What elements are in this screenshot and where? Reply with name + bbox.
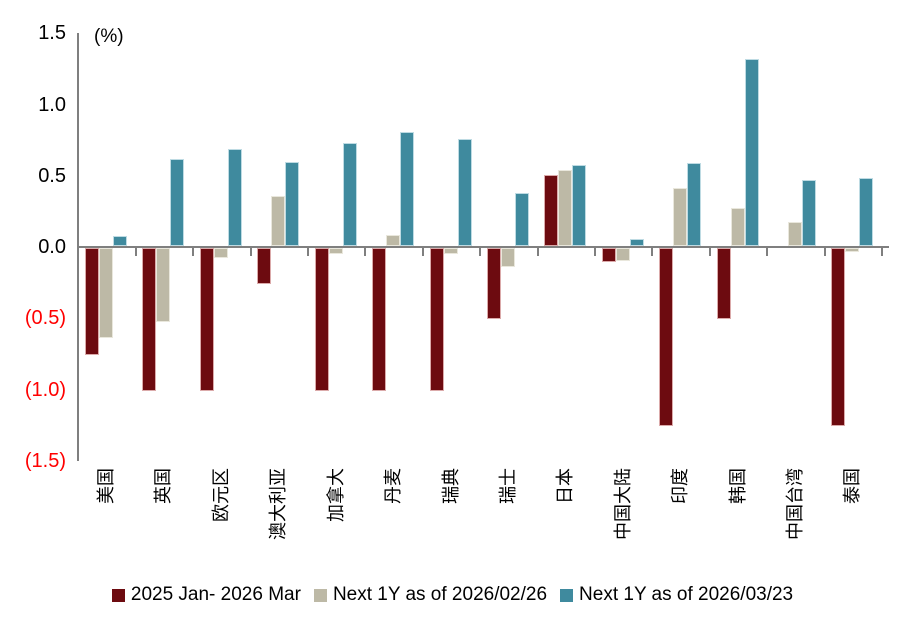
- bar: [400, 132, 414, 246]
- bar: [430, 248, 444, 391]
- x-axis-label: 加拿大: [326, 468, 346, 522]
- y-axis-label: 0.0: [38, 236, 66, 258]
- x-axis-tick: [881, 248, 883, 256]
- bar: [788, 222, 802, 246]
- bar: [85, 248, 99, 355]
- legend-item: 2025 Jan- 2026 Mar: [111, 584, 301, 606]
- bar: [487, 248, 501, 319]
- bar: [616, 248, 630, 261]
- legend-swatch: [560, 588, 574, 602]
- x-axis-label: 美国: [96, 468, 116, 504]
- x-axis-tick: [479, 248, 481, 256]
- bar: [544, 175, 558, 246]
- bar: [558, 170, 572, 246]
- bar: [214, 248, 228, 258]
- bar: [673, 188, 687, 246]
- bar: [142, 248, 156, 391]
- x-axis-tick: [135, 248, 137, 256]
- bar: [659, 248, 673, 426]
- x-axis-tick: [594, 248, 596, 256]
- y-axis-label: 1.5: [38, 22, 66, 44]
- x-axis-label: 泰国: [842, 468, 862, 504]
- legend-item: Next 1Y as of 2026/03/23: [560, 584, 793, 606]
- x-axis-label: 印度: [670, 468, 690, 504]
- bar: [386, 235, 400, 246]
- bar: [329, 248, 343, 254]
- bar: [444, 248, 458, 254]
- x-axis-label: 中国大陆: [613, 468, 633, 540]
- y-axis-label: (0.5): [24, 307, 66, 329]
- bar: [315, 248, 329, 391]
- bar: [99, 248, 113, 338]
- x-axis-label: 瑞士: [498, 468, 518, 504]
- bar: [859, 178, 873, 246]
- bar: [343, 143, 357, 246]
- x-axis-tick: [364, 248, 366, 256]
- bar: [200, 248, 214, 391]
- bar: [515, 193, 529, 246]
- x-axis-label: 韩国: [728, 468, 748, 504]
- legend-label: 2025 Jan- 2026 Mar: [130, 584, 301, 605]
- legend-swatch: [111, 588, 125, 602]
- bar: [845, 248, 859, 252]
- bar: [458, 139, 472, 246]
- legend-label: Next 1Y as of 2026/02/26: [332, 584, 548, 605]
- y-axis-label: (1.5): [24, 450, 66, 472]
- x-axis-label: 澳大利亚: [268, 468, 288, 540]
- legend-swatch: [313, 588, 327, 602]
- x-axis-tick: [709, 248, 711, 256]
- x-axis-label: 中国台湾: [785, 468, 805, 540]
- x-axis-tick: [766, 248, 768, 256]
- bar: [170, 159, 184, 246]
- x-axis-line: [77, 246, 889, 248]
- bar: [271, 196, 285, 246]
- bar: [802, 180, 816, 246]
- y-axis-label: 1.0: [38, 94, 66, 116]
- legend-item: Next 1Y as of 2026/02/26: [313, 584, 548, 606]
- bar: [501, 248, 515, 267]
- bar: [687, 163, 701, 246]
- bar: [113, 236, 127, 246]
- bar: [572, 165, 586, 246]
- bar: [257, 248, 271, 284]
- bar: [731, 208, 745, 246]
- bar: [372, 248, 386, 391]
- x-axis-tick: [250, 248, 252, 256]
- bar: [630, 239, 644, 246]
- x-axis-tick: [537, 248, 539, 256]
- x-axis-label: 英国: [153, 468, 173, 504]
- legend: 2025 Jan- 2026 Mar Next 1Y as of 2026/02/…: [0, 584, 905, 606]
- bar: [717, 248, 731, 319]
- bar: [228, 149, 242, 246]
- x-axis-label: 瑞典: [441, 468, 461, 504]
- x-axis-tick: [307, 248, 309, 256]
- x-axis-tick: [192, 248, 194, 256]
- bar: [285, 162, 299, 246]
- x-axis-label: 日本: [555, 468, 575, 504]
- x-axis-label: 欧元区: [211, 468, 231, 522]
- y-axis-label: (1.0): [24, 379, 66, 401]
- y-axis-label: 0.5: [38, 165, 66, 187]
- bar: [745, 59, 759, 246]
- bar: [602, 248, 616, 262]
- bar: [156, 248, 170, 322]
- bar: [831, 248, 845, 426]
- y-axis-unit-label: (%): [94, 26, 124, 47]
- legend-label: Next 1Y as of 2026/03/23: [579, 584, 794, 605]
- x-axis-tick: [651, 248, 653, 256]
- x-axis-tick: [422, 248, 424, 256]
- x-axis-label: 丹麦: [383, 468, 403, 504]
- x-axis-tick: [824, 248, 826, 256]
